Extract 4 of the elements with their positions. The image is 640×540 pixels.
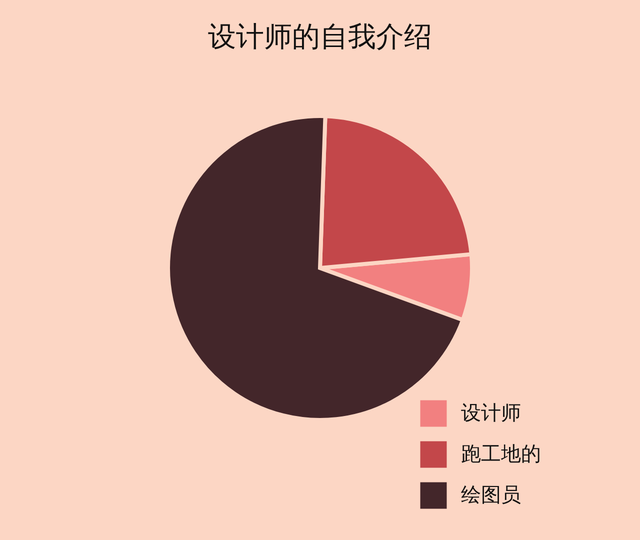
legend-label: 绘图员 <box>461 482 521 506</box>
chart-title: 设计师的自我介绍 <box>208 20 432 53</box>
legend-label: 跑工地的 <box>461 442 541 466</box>
legend-label: 设计师 <box>461 400 521 424</box>
